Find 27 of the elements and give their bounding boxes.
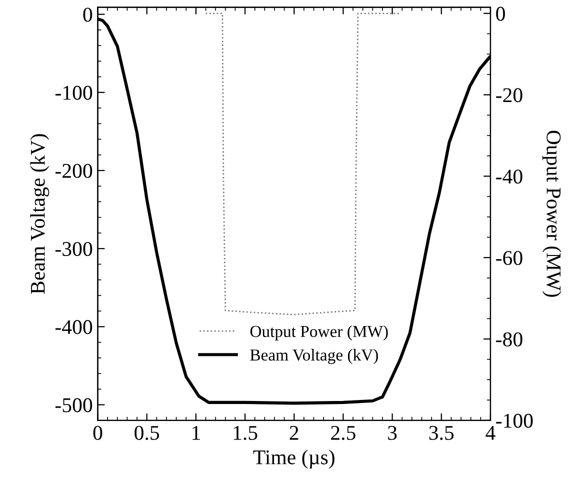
y-tick-label: -500 (55, 398, 92, 412)
x-tick-label: 0.5 (134, 426, 160, 440)
legend-label: Output Power (MW) (250, 325, 388, 340)
x-tick-label: 4 (486, 426, 496, 440)
x-tick-label: 1.5 (234, 426, 258, 440)
legend-label: Beam Voltage (kV) (250, 348, 378, 364)
y2-tick-label: -20 (496, 88, 522, 102)
y2-tick-label: -40 (496, 170, 522, 184)
y2-tick-label: -60 (496, 250, 522, 266)
x-axis-title: Time (µs) (253, 450, 334, 469)
y-tick-label: -300 (55, 242, 92, 256)
x-tick-label: 2.5 (331, 426, 356, 440)
x-tick-label: 3.5 (429, 426, 454, 440)
y2-axis-title: Ouput Power (MW) (542, 130, 562, 297)
y-tick-label: 0 (83, 8, 92, 22)
y-tick-label: -100 (55, 86, 92, 100)
y2-tick-label: 0 (496, 6, 505, 21)
y-tick-label: -200 (55, 164, 92, 178)
x-tick-label: 2 (290, 426, 298, 440)
y-tick-label: -400 (55, 320, 92, 334)
y2-tick-label: -80 (496, 332, 522, 346)
line-series (205, 12, 401, 316)
x-tick-label: 3 (388, 426, 397, 440)
y2-tick-label: -100 (496, 414, 533, 428)
y-axis-title: Beam Voltage (kV) (30, 134, 50, 294)
x-tick-label: 0 (93, 426, 102, 440)
x-tick-label: 1 (192, 426, 200, 440)
